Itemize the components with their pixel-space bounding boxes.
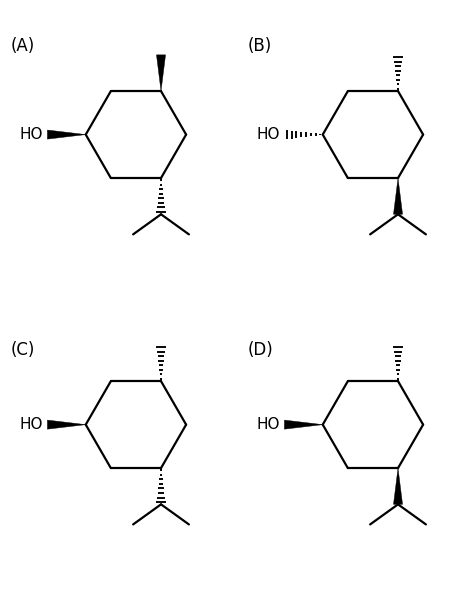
Text: (A): (A)	[10, 37, 35, 55]
Text: (C): (C)	[10, 341, 35, 359]
Polygon shape	[47, 130, 86, 139]
Polygon shape	[393, 468, 402, 505]
Text: (B): (B)	[247, 37, 272, 55]
Text: HO: HO	[20, 417, 43, 432]
Polygon shape	[393, 178, 402, 214]
Text: HO: HO	[257, 417, 280, 432]
Polygon shape	[156, 55, 165, 91]
Polygon shape	[47, 420, 86, 429]
Text: HO: HO	[257, 127, 280, 142]
Polygon shape	[284, 420, 323, 429]
Text: (D): (D)	[247, 341, 273, 359]
Text: HO: HO	[20, 127, 43, 142]
